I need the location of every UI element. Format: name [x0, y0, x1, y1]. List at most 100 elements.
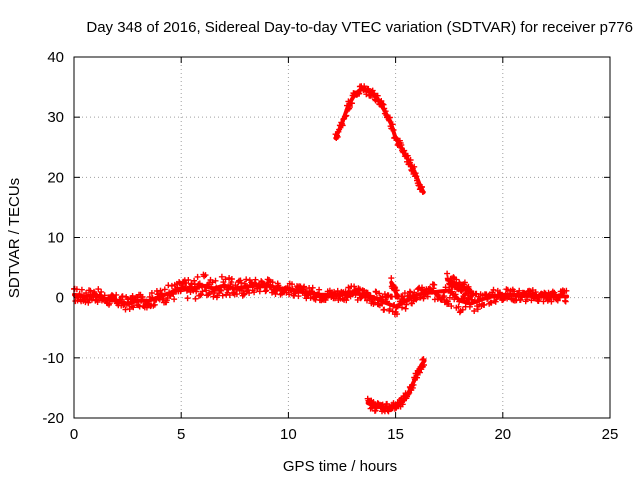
data-point	[233, 291, 240, 298]
x-tick-label: 15	[387, 426, 404, 443]
data-point	[161, 286, 168, 293]
data-point	[246, 290, 253, 296]
data-point	[286, 291, 293, 298]
data-point	[95, 286, 102, 293]
data-point	[370, 399, 377, 405]
data-point	[130, 304, 137, 311]
plot-series	[71, 83, 570, 415]
data-point	[371, 90, 378, 97]
data-point	[301, 283, 308, 290]
data-point	[419, 284, 425, 291]
data-point	[481, 301, 488, 308]
data-point	[399, 401, 406, 408]
data-point	[370, 91, 377, 98]
data-point	[193, 286, 200, 293]
series-short-segment	[388, 275, 401, 300]
data-point	[78, 286, 85, 293]
data-point	[441, 293, 448, 300]
data-point	[516, 287, 523, 294]
data-point	[151, 301, 158, 308]
data-point	[424, 289, 430, 296]
x-tick-label: 25	[602, 426, 619, 443]
data-point	[389, 121, 396, 128]
data-point	[171, 296, 178, 303]
x-axis-label: GPS time / hours	[283, 458, 397, 475]
data-point	[263, 287, 270, 294]
data-point	[243, 276, 250, 283]
data-point	[429, 288, 435, 295]
data-point	[474, 306, 481, 313]
data-point	[448, 303, 455, 310]
data-point	[199, 288, 206, 295]
data-point	[309, 284, 316, 291]
data-point	[404, 152, 411, 159]
data-point	[548, 298, 555, 305]
data-point	[226, 275, 233, 281]
data-point	[414, 374, 420, 381]
data-point	[536, 296, 543, 303]
data-point	[384, 400, 390, 407]
data-point	[557, 294, 563, 300]
y-tick-label: 40	[47, 49, 64, 66]
x-tick-label: 20	[494, 426, 511, 443]
y-tick-label: 20	[47, 169, 64, 186]
series-lower-arc	[364, 356, 427, 415]
data-point	[222, 276, 229, 283]
data-point	[238, 280, 245, 286]
data-point	[394, 292, 401, 299]
data-point	[221, 282, 228, 289]
data-point	[459, 306, 466, 313]
data-point	[184, 295, 191, 302]
data-point	[401, 147, 408, 154]
data-point	[407, 157, 414, 163]
data-point	[411, 289, 418, 296]
data-point	[316, 286, 323, 293]
data-point	[192, 295, 199, 302]
grid-lines	[74, 57, 610, 418]
series-line	[365, 358, 427, 410]
data-point	[238, 286, 245, 293]
data-point	[399, 304, 405, 311]
data-point	[469, 292, 476, 299]
plot-frame	[73, 56, 611, 419]
series-bump-segment	[444, 270, 476, 299]
data-point	[113, 291, 120, 298]
data-point	[295, 293, 302, 300]
data-point	[563, 287, 570, 294]
data-point	[401, 290, 408, 297]
data-point	[211, 288, 218, 295]
tick-labels: 0 5 10 15 20 25 -20 -10 0 10 20 30 40	[42, 49, 618, 443]
data-point	[356, 286, 363, 293]
data-point	[416, 369, 423, 376]
data-point	[381, 291, 388, 298]
data-point	[307, 294, 314, 301]
data-point	[183, 280, 190, 287]
data-point	[219, 292, 226, 299]
data-point	[185, 277, 192, 283]
data-point	[228, 276, 235, 282]
data-point	[466, 303, 473, 310]
data-point	[269, 279, 276, 286]
chart-title: Day 348 of 2016, Sidereal Day-to-day VTE…	[86, 19, 633, 36]
data-point	[461, 279, 468, 286]
y-tick-label: 0	[56, 290, 64, 307]
data-point	[381, 306, 388, 313]
data-point	[452, 291, 459, 298]
x-tick-label: 0	[70, 426, 78, 443]
data-point	[106, 300, 113, 307]
data-point	[252, 276, 259, 283]
data-point	[471, 308, 478, 314]
data-point	[442, 284, 449, 291]
data-point	[334, 133, 341, 140]
data-point	[218, 287, 225, 294]
data-point	[386, 114, 393, 121]
data-point	[194, 273, 201, 280]
data-point	[98, 288, 105, 295]
data-point	[376, 290, 383, 297]
data-point	[424, 293, 431, 300]
x-tick-label: 5	[177, 426, 185, 443]
y-tick-label: 10	[47, 230, 64, 247]
data-point	[74, 297, 81, 304]
data-point	[421, 362, 427, 368]
